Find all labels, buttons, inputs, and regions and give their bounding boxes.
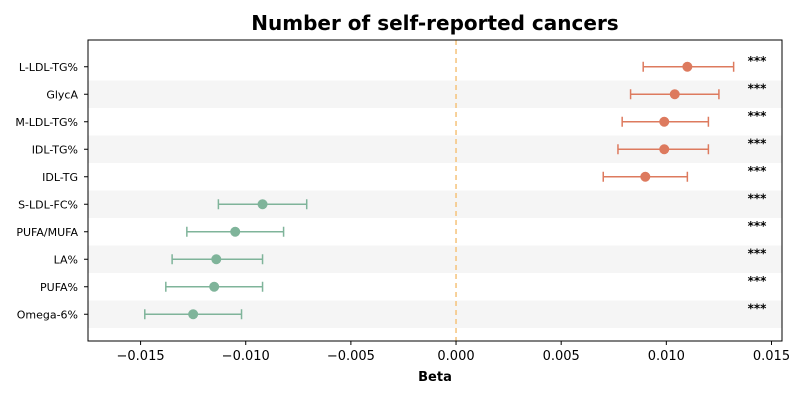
beta-point [682,61,693,72]
beta-point [211,254,222,265]
forest-row: *** [217,191,768,210]
forest-row: *** [186,219,768,237]
x-axis: −0.015 −0.010 −0.005 0.000 0.005 0.010 0.015 [117,341,790,364]
significance-label: *** [748,54,768,68]
beta-point [230,226,241,237]
y-tick-label: IDL-TG [42,171,78,184]
data-marks: *** *** *** *** *** *** *** *** *** *** [144,54,768,320]
x-tick-label: −0.015 [117,349,165,364]
x-tick-label: 0.005 [543,349,580,364]
significance-label: *** [748,164,768,178]
y-axis: L-LDL-TG% GlycA M-LDL-TG% IDL-TG% IDL-TG S-LD… [15,61,88,321]
row-band [88,190,782,218]
y-tick-label: Omega-6% [17,308,78,321]
significance-label: *** [748,136,768,150]
y-tick-label: M-LDL-TG% [15,116,78,129]
forest-row: *** [629,81,768,100]
beta-point [659,144,670,155]
plot-frame [87,39,783,342]
significance-label: *** [748,246,768,260]
beta-point [257,199,268,210]
beta-point [659,116,670,127]
y-tick-label: S-LDL-FC% [18,198,78,211]
x-tick-label: −0.010 [222,349,270,364]
significance-label: *** [748,191,768,205]
y-tick-label: L-LDL-TG% [19,61,78,74]
forest-row: *** [621,109,768,127]
chart-title: Number of self-reported cancers [251,11,618,35]
beta-point [640,171,651,182]
x-axis-label: Beta [418,370,452,385]
forest-row: *** [171,246,768,265]
y-tick-label: IDL-TG% [32,143,78,156]
y-tick-label: LA% [54,253,78,266]
forest-row: *** [144,301,768,320]
beta-point [209,281,220,292]
row-bands [88,80,782,328]
beta-point [188,309,199,320]
forest-row: *** [617,136,768,155]
significance-label: *** [748,109,768,123]
x-tick-label: 0.010 [648,349,685,364]
significance-label: *** [748,219,768,233]
beta-point [669,89,680,100]
y-tick-label: GlycA [46,88,78,101]
y-tick-label: PUFA/MUFA [16,226,78,239]
x-tick-label: −0.005 [327,349,375,364]
y-tick-label: PUFA% [40,281,78,294]
significance-label: *** [748,301,768,315]
x-tick-label: 0.000 [437,349,474,364]
significance-label: *** [748,274,768,288]
forest-row: *** [642,54,768,72]
x-tick-label: 0.015 [753,349,790,364]
forest-row: *** [602,164,768,182]
forest-row: *** [165,274,768,292]
significance-label: *** [748,81,768,95]
